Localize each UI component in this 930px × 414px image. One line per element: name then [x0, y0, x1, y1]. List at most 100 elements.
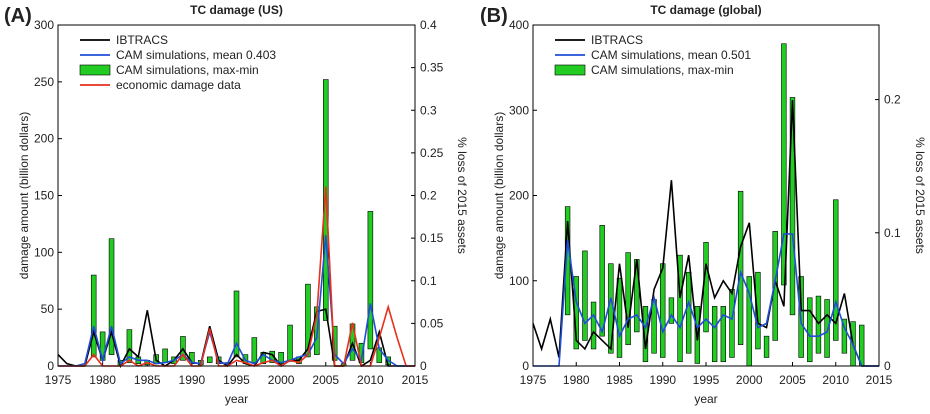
y-tick-label: 100 [34, 245, 54, 259]
legend-label: CAM simulations, mean 0.501 [591, 48, 751, 62]
range-bar [660, 263, 666, 358]
range-bar [737, 190, 744, 345]
x-tick-label: 1985 [606, 373, 633, 387]
range-bar [251, 337, 258, 363]
y-tick-label: 200 [509, 189, 529, 203]
range-bar [287, 324, 293, 362]
range-bar [729, 288, 735, 358]
legend-label: IBTRACS [591, 33, 643, 47]
x-tick-label: 2010 [822, 373, 849, 387]
range-bar [789, 97, 796, 316]
x-tick-label: 1975 [520, 373, 547, 387]
y2-tick-label: 0 [884, 359, 891, 373]
range-bar [755, 271, 761, 350]
range-bar [815, 295, 822, 354]
plot-frame [532, 24, 880, 367]
x-tick-label: 2015 [866, 373, 893, 387]
legend-label: CAM simulations, max-min [116, 63, 259, 77]
series-line [533, 233, 879, 367]
legend-label: CAM simulations, mean 0.403 [116, 48, 276, 62]
y2-tick-label: 0.35 [420, 61, 444, 75]
legend-swatch [554, 64, 586, 76]
x-tick-label: 2000 [268, 373, 295, 387]
legend-label: economic damage data [116, 78, 241, 92]
y-tick-label: 400 [509, 18, 529, 32]
x-tick-label: 1990 [179, 373, 206, 387]
legend-label: CAM simulations, max-min [591, 63, 734, 77]
x-tick-label: 1980 [563, 373, 590, 387]
y2-tick-label: 0.3 [420, 103, 437, 117]
range-bar [582, 250, 588, 341]
x-tick-label: 1990 [649, 373, 676, 387]
x-tick-label: 1985 [134, 373, 161, 387]
y2-axis-label: % loss of 2015 assets [455, 137, 469, 254]
x-axis-label: year [694, 392, 717, 406]
range-bar [763, 335, 770, 358]
range-bar [711, 306, 718, 363]
x-tick-label: 2005 [312, 373, 339, 387]
range-bar [305, 283, 311, 358]
series-line [57, 308, 415, 369]
range-bar [841, 318, 848, 354]
y-axis-label: damage amount (billion dollars) [492, 112, 506, 279]
range-bar [833, 199, 839, 341]
x-tick-label: 2005 [779, 373, 806, 387]
range-bar [668, 297, 675, 324]
series-line [532, 99, 879, 367]
range-bar [677, 254, 683, 363]
range-bar [162, 348, 168, 363]
y2-tick-label: 0.2 [884, 93, 901, 107]
range-bar [824, 299, 830, 358]
y-tick-label: 300 [509, 103, 529, 117]
y-tick-label: 300 [34, 18, 54, 32]
range-bar [720, 306, 726, 363]
x-tick-label: 2015 [402, 373, 429, 387]
x-axis-label: year [225, 392, 248, 406]
range-bar [206, 356, 213, 363]
range-bar [599, 225, 605, 337]
y2-tick-label: 0.1 [884, 226, 901, 240]
y-tick-label: 150 [34, 189, 54, 203]
y-tick-label: 100 [509, 274, 529, 288]
panel-label: (B) [480, 5, 508, 27]
legend-label: IBTRACS [116, 33, 168, 47]
range-bar [616, 277, 623, 358]
range-bar [278, 352, 284, 365]
y-tick-label: 250 [34, 75, 54, 89]
range-bar [233, 290, 240, 358]
y2-tick-label: 0.05 [420, 316, 444, 330]
range-bar [90, 274, 97, 358]
chart-title: TC damage (global) [650, 3, 761, 17]
range-bar [590, 301, 597, 350]
y2-tick-label: 0.15 [420, 231, 444, 245]
range-bar [108, 238, 115, 355]
y-tick-label: 200 [34, 132, 54, 146]
series-line [58, 235, 415, 367]
x-tick-label: 1995 [223, 373, 250, 387]
range-bar [807, 297, 813, 363]
range-bar [625, 252, 631, 345]
y-tick-label: 0 [522, 359, 529, 373]
y2-tick-label: 0.4 [420, 18, 437, 32]
x-tick-label: 2000 [736, 373, 763, 387]
plot-frame [57, 24, 416, 367]
range-bar [686, 271, 692, 354]
y-axis-label: damage amount (billion dollars) [17, 112, 31, 279]
x-tick-label: 1980 [89, 373, 116, 387]
range-bar [781, 43, 787, 286]
y-tick-label: 50 [41, 302, 55, 316]
legend-swatch [79, 64, 111, 76]
y2-tick-label: 0 [420, 359, 427, 373]
x-tick-label: 1995 [693, 373, 720, 387]
x-tick-label: 2010 [357, 373, 384, 387]
legend-box [76, 31, 296, 95]
y2-tick-label: 0.1 [420, 274, 437, 288]
y2-tick-label: 0.2 [420, 189, 437, 203]
chart-title: TC damage (US) [190, 3, 283, 17]
x-tick-label: 1975 [45, 373, 72, 387]
range-bar [367, 211, 374, 350]
range-bar [126, 329, 133, 363]
y-tick-label: 0 [47, 359, 54, 373]
panel-label: (A) [4, 5, 32, 27]
